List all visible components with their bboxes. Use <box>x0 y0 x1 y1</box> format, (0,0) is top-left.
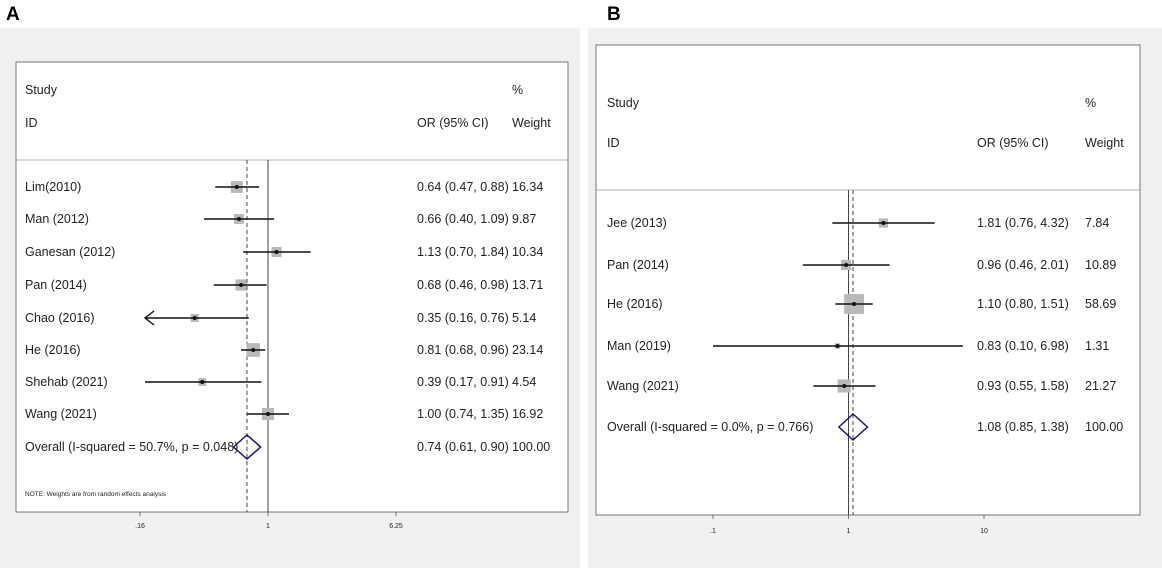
axis-tick-label: 1 <box>266 523 270 530</box>
study-label: Man (2019) <box>607 339 671 353</box>
study-or-ci: 0.83 (0.10, 6.98) <box>977 339 1069 353</box>
header-weight: Weight <box>512 116 551 130</box>
study-weight: 16.92 <box>512 407 543 421</box>
overall-diamond <box>232 433 262 461</box>
header-or-ci: OR (95% CI) <box>417 116 489 130</box>
panel-a-label: A <box>6 4 20 25</box>
study-or-ci: 0.35 (0.16, 0.76) <box>417 311 509 325</box>
study-weight: 10.34 <box>512 245 543 259</box>
study-label: Ganesan (2012) <box>25 245 115 259</box>
study-point-estimate <box>200 380 205 384</box>
study-point-estimate <box>192 316 197 320</box>
axis-tick-label: 10 <box>980 528 988 535</box>
study-or-ci: 1.81 (0.76, 4.32) <box>977 216 1069 230</box>
study-point-estimate <box>881 221 886 225</box>
study-weight: 10.89 <box>1085 258 1116 272</box>
overall-diamond <box>837 412 869 442</box>
study-label: Man (2012) <box>25 212 89 226</box>
study-or-ci: 0.66 (0.40, 1.09) <box>417 212 509 226</box>
study-label: Chao (2016) <box>25 311 95 325</box>
study-point-estimate <box>835 344 840 348</box>
study-or-ci: 1.10 (0.80, 1.51) <box>977 297 1069 311</box>
study-label: Wang (2021) <box>25 407 97 421</box>
study-label: Lim(2010) <box>25 180 81 194</box>
axis-tick-label: 1 <box>847 528 851 535</box>
study-label: Pan (2014) <box>25 278 87 292</box>
forest-plot-panel-a: Study ID OR (95% CI)% Weight Lim(2010) 0.64 (… <box>0 28 580 568</box>
study-point-estimate <box>266 412 270 416</box>
header-id: ID <box>25 116 38 130</box>
overall-label: Overall (I-squared = 50.7%, p = 0.048) <box>25 440 238 454</box>
axis-tick-label: .16 <box>135 523 145 530</box>
study-or-ci: 0.39 (0.17, 0.91) <box>417 375 509 389</box>
header-percent: % <box>1085 96 1096 110</box>
study-label: He (2016) <box>607 297 663 311</box>
axis-tick-label: .1 <box>710 528 716 535</box>
study-weight: 58.69 <box>1085 297 1116 311</box>
study-or-ci: 0.96 (0.46, 2.01) <box>977 258 1069 272</box>
study-point-estimate <box>234 185 239 189</box>
header-id: ID <box>607 136 620 150</box>
study-weight: 16.34 <box>512 180 543 194</box>
study-point-estimate <box>239 283 244 287</box>
study-point-estimate <box>842 384 847 388</box>
weights-note: NOTE: Weights are from random effects an… <box>25 491 167 498</box>
overall-or-ci: 0.74 (0.61, 0.90) <box>417 440 509 454</box>
study-weight: 9.87 <box>512 212 536 226</box>
study-weight: 5.14 <box>512 311 536 325</box>
study-or-ci: 0.93 (0.55, 1.58) <box>977 379 1069 393</box>
forest-plot-panel-b: Study ID OR (95% CI)% Weight Jee (2013) 1.81 … <box>588 28 1162 568</box>
study-weight: 13.71 <box>512 278 543 292</box>
header-percent: % <box>512 83 523 97</box>
study-weight: 7.84 <box>1085 216 1109 230</box>
overall-label: Overall (I-squared = 0.0%, p = 0.766) <box>607 420 813 434</box>
overall-weight: 100.00 <box>512 440 550 454</box>
study-or-ci: 1.13 (0.70, 1.84) <box>417 245 509 259</box>
study-or-ci: 0.68 (0.46, 0.98) <box>417 278 509 292</box>
study-or-ci: 0.81 (0.68, 0.96) <box>417 343 509 357</box>
study-point-estimate <box>236 217 241 221</box>
study-label: Pan (2014) <box>607 258 669 272</box>
study-weight: 4.54 <box>512 375 536 389</box>
overall-weight: 100.00 <box>1085 420 1123 434</box>
study-or-ci: 1.00 (0.74, 1.35) <box>417 407 509 421</box>
study-weight: 1.31 <box>1085 339 1109 353</box>
plot-area <box>595 44 1141 516</box>
axis-tick-label: 6.25 <box>389 523 403 530</box>
panel-b-label: B <box>607 4 621 25</box>
study-label: He (2016) <box>25 343 81 357</box>
header-study: Study <box>25 83 58 97</box>
header-or-ci: OR (95% CI) <box>977 136 1049 150</box>
study-weight: 21.27 <box>1085 379 1116 393</box>
study-point-estimate <box>852 302 857 306</box>
study-point-estimate <box>274 250 279 254</box>
study-label: Shehab (2021) <box>25 375 108 389</box>
study-point-estimate <box>844 263 849 267</box>
study-weight: 23.14 <box>512 343 543 357</box>
overall-or-ci: 1.08 (0.85, 1.38) <box>977 420 1069 434</box>
plot-area <box>15 61 569 513</box>
study-or-ci: 0.64 (0.47, 0.88) <box>417 180 509 194</box>
ci-truncation-arrow <box>143 310 155 326</box>
study-label: Jee (2013) <box>607 216 667 230</box>
study-point-estimate <box>251 348 256 352</box>
study-label: Wang (2021) <box>607 379 679 393</box>
header-study: Study <box>607 96 640 110</box>
header-weight: Weight <box>1085 136 1124 150</box>
